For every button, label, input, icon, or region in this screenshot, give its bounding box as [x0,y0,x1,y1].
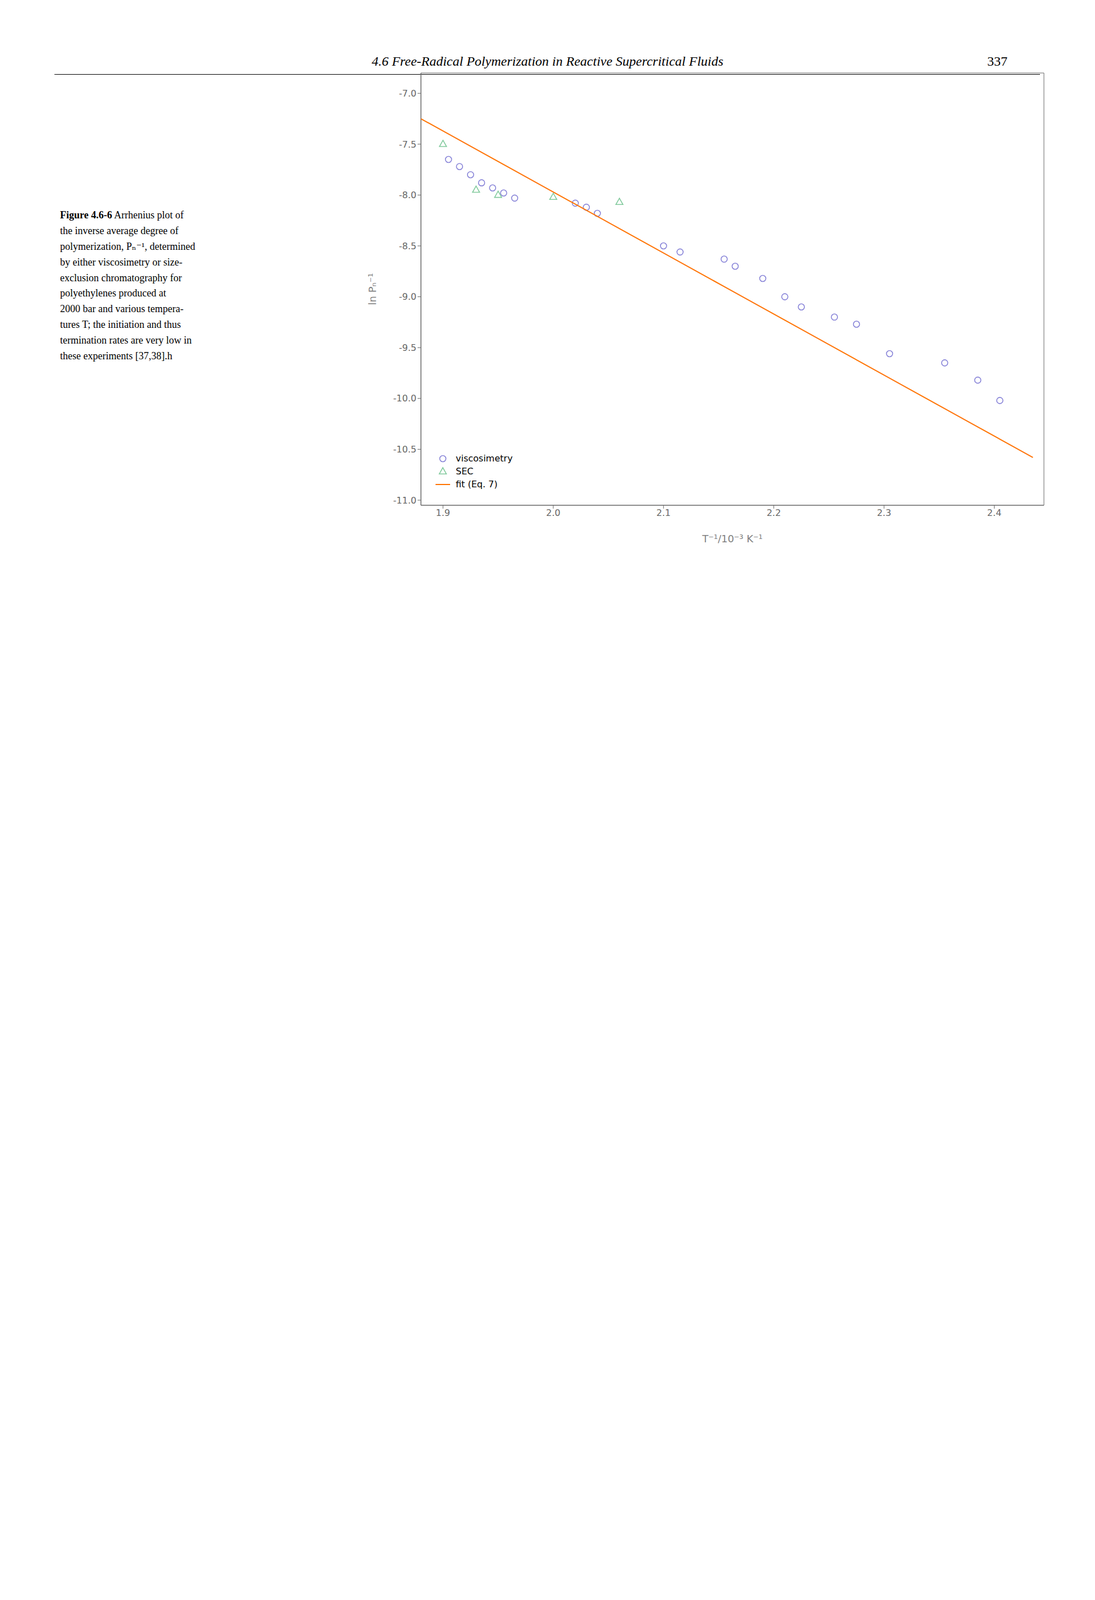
html-text:termination rates are very low: termination rates are very low in [60,334,192,346]
html-text:exclusion chromatography for: exclusion chromatography for [60,271,182,284]
svg-text:-9.0: -9.0 [399,291,417,302]
html-text:polymerization, Pₙ⁻¹, determin: polymerization, Pₙ⁻¹, determined [60,240,196,252]
svg-text:2.4: 2.4 [987,507,1002,519]
html-text:337: 337 [987,53,1008,69]
svg-text:2.3: 2.3 [876,507,891,519]
svg-text:T⁻¹/10⁻³ K⁻¹: T⁻¹/10⁻³ K⁻¹ [701,532,763,545]
html-text:4.6 Free-Radical Polymerizatio: 4.6 Free-Radical Polymerization in React… [371,53,724,69]
svg-text:-7.5: -7.5 [399,139,417,150]
html-text:polyethylenes produced at: polyethylenes produced at [60,287,167,299]
html-text:viscosimetry: viscosimetry [455,452,513,464]
svg-text:-7.0: -7.0 [399,88,417,99]
html-text:SEC: SEC [455,465,474,477]
html-text:2000 bar and various tempera-: 2000 bar and various tempera- [60,303,184,315]
html-text:these experiments [37,38].h: these experiments [37,38].h [60,350,173,362]
svg-text:-10.5: -10.5 [393,443,417,455]
svg-text:2.2: 2.2 [766,507,781,519]
html-text:the inverse average degree of: the inverse average degree of [60,225,179,237]
svg-text:-8.5: -8.5 [399,240,417,252]
html-text:tures T; the initiation and th: tures T; the initiation and thus [60,318,181,331]
svg-text:-10.0: -10.0 [393,392,417,404]
svg-text:1.9: 1.9 [436,507,451,519]
svg-text:2.1: 2.1 [656,507,671,519]
html-text:fit (Eq. 7): fit (Eq. 7) [455,478,498,490]
svg-text:-8.0: -8.0 [399,189,417,201]
svg-text:ln Pₙ⁻¹: ln Pₙ⁻¹ [366,273,379,306]
html-text:by either viscosimetry or size: by either viscosimetry or size- [60,256,183,268]
svg-text:2.0: 2.0 [546,507,561,519]
svg-text:-11.0: -11.0 [393,495,417,506]
svg-text:-9.5: -9.5 [399,342,417,354]
html-text:Figure 4.6-6 Arrhenius plot of: Figure 4.6-6 Arrhenius plot of [60,209,184,221]
